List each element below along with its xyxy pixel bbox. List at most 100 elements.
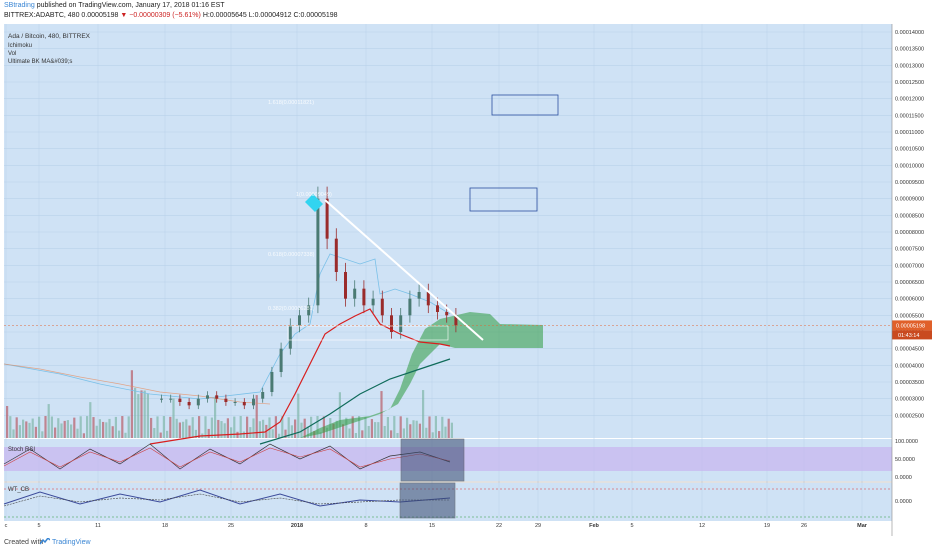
volume-bar [284, 429, 287, 438]
published-text: published on TradingView.com, January 17… [36, 2, 225, 9]
kijun-line [3, 253, 451, 400]
volume-bar [188, 425, 191, 438]
candle-body [380, 298, 384, 316]
volume-bar [290, 425, 293, 438]
x-tick-label: Feb [589, 523, 599, 529]
volume-bar [95, 425, 98, 438]
volume-bar [50, 416, 53, 438]
volume-bar [28, 422, 31, 438]
stoch-tick-label: 50.0000 [895, 457, 915, 463]
volume-bar [146, 393, 149, 438]
volume-bar [367, 425, 370, 438]
volume-bar [185, 419, 188, 438]
volume-bar [310, 416, 313, 438]
volume-bar [370, 419, 373, 438]
stoch-highlight-box [400, 438, 465, 482]
volume-bar [166, 430, 169, 438]
x-tick-label: c [5, 523, 8, 529]
x-tick-label: 29 [535, 523, 541, 529]
fib-label: 1.618(0.00011821) [268, 100, 314, 106]
volume-bar [15, 417, 18, 438]
volume-bar [332, 423, 335, 438]
volume-bar [450, 422, 453, 438]
volume-bar [137, 394, 140, 438]
x-tick-label: 19 [764, 523, 770, 529]
volume-bar [127, 416, 130, 438]
volume-bar [214, 396, 217, 438]
y-tick-label: 0.00012500 [895, 80, 924, 86]
target-box-2 [469, 187, 538, 212]
y-tick-label: 0.00013000 [895, 63, 924, 69]
wt-tick-label: 0.0000 [895, 499, 912, 505]
volume-bar [175, 418, 178, 438]
volume-bar [102, 421, 105, 438]
lagging-line [3, 363, 271, 405]
volume-bar [319, 432, 322, 438]
volume-bar [335, 420, 338, 438]
y-tick-label: 0.00011500 [895, 113, 924, 119]
y-tick-label: 0.00007000 [895, 263, 924, 269]
volume-bar [297, 393, 300, 438]
volume-bar [153, 428, 156, 438]
volume-bar [412, 420, 415, 438]
volume-bar [76, 428, 79, 438]
footer: Created with TradingView [0, 536, 932, 550]
volume-bar [57, 418, 60, 438]
highlight-marker [305, 194, 323, 212]
candle-body [178, 398, 182, 402]
volume-bar [438, 431, 441, 438]
volume-bar [255, 395, 258, 438]
y-tick-label: 0.00007500 [895, 247, 924, 253]
volume-bar [399, 416, 402, 438]
candle-body [344, 272, 347, 299]
y-tick-label: 0.00009000 [895, 197, 924, 203]
y-tick-label: 0.00008500 [895, 213, 924, 219]
volume-bar [73, 417, 76, 438]
volume-bar [105, 422, 108, 438]
x-tick-label: 18 [162, 523, 168, 529]
price-chart[interactable]: 0.00014000 0.00013500 0.00013000 0.00012500… [0, 24, 932, 536]
volume-bar [262, 419, 265, 438]
volume-bar [66, 420, 69, 438]
volume-bar [204, 416, 207, 438]
volume-bar [6, 406, 9, 438]
volume-bar [434, 416, 437, 438]
volume-bar [159, 432, 162, 438]
trendline [324, 199, 484, 341]
x-tick-label: 2018 [291, 523, 303, 529]
volume-bar [198, 416, 201, 438]
candle-body [252, 398, 255, 406]
volume-bar [358, 416, 361, 438]
x-tick-label: 26 [801, 523, 807, 529]
y-tick-label: 0.00005500 [895, 313, 924, 319]
volume-bar [233, 416, 236, 438]
low-value: L:0.00004912 [248, 12, 292, 19]
volume-bar [348, 428, 351, 438]
y-tick-label: 0.00014000 [895, 30, 924, 36]
volume-bar [31, 418, 34, 438]
volume-bar [406, 417, 409, 438]
volume-bar [239, 416, 242, 438]
candle-body [436, 305, 439, 312]
candle-body [454, 315, 458, 326]
countdown-label: 01:43:14 [898, 333, 919, 339]
candle-body [408, 298, 412, 316]
volume-bar [118, 430, 121, 438]
candle-body [187, 402, 191, 406]
volume-bar [377, 422, 380, 438]
created-label: Created with [4, 539, 44, 546]
brand-link[interactable]: TradingView [52, 539, 91, 546]
author-link[interactable]: SBtrading [4, 2, 35, 9]
candle-body [261, 392, 265, 399]
candle-body [215, 395, 219, 399]
volume-bar [402, 428, 405, 438]
volume-bar [425, 427, 428, 438]
legend-item: Ichimoku [8, 43, 32, 49]
volume-bar [345, 417, 348, 438]
volume-bar [150, 417, 153, 438]
volume-bar [44, 416, 47, 438]
volume-bar [342, 424, 345, 438]
volume-bar [236, 431, 239, 438]
volume-bar [396, 433, 399, 438]
legend-title: Ada / Bitcoin, 480, BITTREX [8, 33, 91, 40]
